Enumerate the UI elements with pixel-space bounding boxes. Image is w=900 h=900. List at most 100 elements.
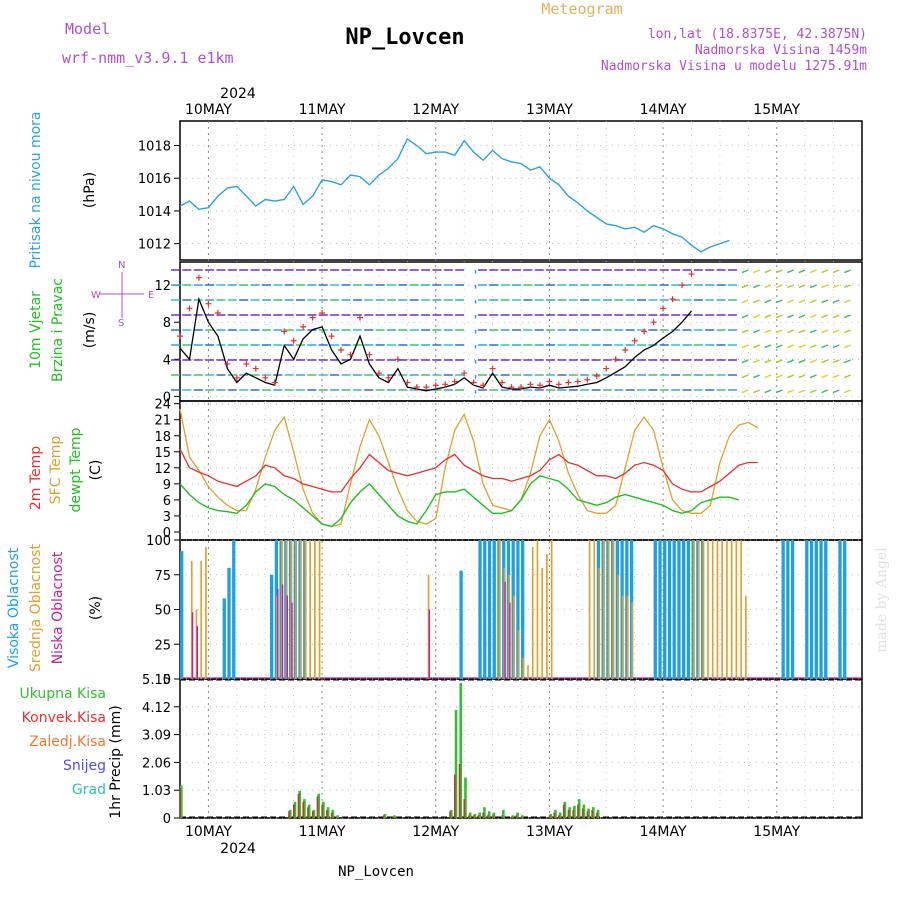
precip-total-bar bbox=[521, 815, 524, 818]
wind-barb bbox=[764, 329, 772, 334]
y-tick-label: 6 bbox=[163, 494, 171, 509]
precip-total-bar bbox=[554, 809, 557, 818]
wind-barb bbox=[832, 269, 840, 274]
y-tick-label: 3 bbox=[163, 510, 171, 525]
gust-marker bbox=[688, 271, 695, 278]
wind-barb bbox=[809, 374, 817, 379]
wind-barb bbox=[753, 284, 760, 289]
cloud-mid-bar bbox=[517, 630, 520, 679]
pressure-frame bbox=[179, 120, 863, 261]
cloud-high-bar bbox=[819, 540, 823, 679]
gust-marker bbox=[233, 374, 240, 381]
gust-marker bbox=[518, 384, 524, 391]
temp-unit: (C) bbox=[88, 460, 104, 481]
precip-total-bar bbox=[303, 799, 306, 818]
precip-total-bar bbox=[464, 777, 467, 818]
day-label-top: 12MAY bbox=[412, 102, 459, 118]
meteogram-label: Meteogram bbox=[541, 0, 622, 18]
precip-total-bar bbox=[288, 809, 292, 818]
compass-s: S bbox=[118, 318, 124, 329]
cloud-high-bar bbox=[222, 598, 226, 679]
wind-unit: (m/s) bbox=[82, 312, 98, 349]
cloud-mid-bar bbox=[314, 540, 316, 679]
cloud-mid-bar bbox=[205, 546, 207, 679]
precip-conv-bar bbox=[392, 816, 395, 818]
cloud-mid-bar bbox=[612, 540, 615, 679]
gust-marker bbox=[281, 328, 288, 335]
gust-marker bbox=[243, 360, 250, 367]
gust-marker bbox=[309, 314, 316, 321]
cloud-mid-bar bbox=[721, 540, 723, 679]
cloud-high-bar bbox=[838, 540, 842, 679]
gust-marker bbox=[432, 382, 439, 389]
model-name: wrf-nmm_v3.9.1 e1km bbox=[62, 49, 234, 67]
precip-total-bar bbox=[180, 785, 183, 818]
gust-marker bbox=[413, 384, 420, 391]
wind-barb bbox=[821, 359, 829, 364]
gust-marker bbox=[214, 309, 221, 316]
cloud-mid-bar bbox=[740, 540, 742, 679]
precip-unit: 1hr Precip (mm) bbox=[108, 705, 124, 818]
cloud-mid-bar bbox=[285, 540, 288, 679]
wind-barb bbox=[809, 344, 817, 349]
wind-barb bbox=[798, 329, 806, 334]
wind-barb bbox=[741, 329, 749, 334]
wind-barb bbox=[787, 299, 795, 304]
gust-marker bbox=[385, 374, 392, 381]
wind-barb bbox=[741, 269, 749, 274]
gust-marker bbox=[603, 365, 610, 372]
wind-barb bbox=[787, 389, 795, 394]
day-label-top: 15MAY bbox=[753, 102, 800, 118]
day-label-bottom: 11MAY bbox=[299, 824, 346, 840]
wind-barb bbox=[809, 299, 817, 304]
precip-frame bbox=[179, 678, 863, 819]
cloud-mid-bar bbox=[503, 567, 506, 679]
cloud-label-2: Srednja Oblacnost bbox=[28, 544, 44, 672]
y-tick-label: 50 bbox=[154, 604, 171, 619]
wind-barb bbox=[753, 344, 760, 349]
cloud-high-bar bbox=[786, 540, 790, 679]
wind-barb bbox=[775, 344, 783, 349]
y-tick-label: 4 bbox=[163, 353, 171, 368]
gust-marker bbox=[480, 382, 487, 389]
y-tick-label: 0 bbox=[163, 526, 171, 541]
cloud-mid-bar bbox=[280, 540, 283, 679]
precip-conv-bar bbox=[577, 804, 579, 818]
cloud-high-bar bbox=[521, 540, 525, 679]
gust-marker bbox=[612, 356, 619, 363]
y-tick-label: 0 bbox=[163, 390, 171, 405]
compass-e: E bbox=[148, 290, 154, 301]
cloud-unit: (%) bbox=[88, 596, 104, 620]
wind-barb bbox=[832, 329, 840, 334]
cloud-mid-bar bbox=[697, 540, 700, 679]
precip-total-bar bbox=[307, 804, 311, 818]
wind-barb bbox=[753, 269, 760, 274]
watermark: made by Angel bbox=[874, 547, 890, 653]
y-tick-label: 5.15 bbox=[142, 673, 171, 688]
y-tick-label: 4.12 bbox=[142, 701, 171, 716]
cloud-mid-bar bbox=[318, 540, 321, 679]
precip-legend-item: Grad bbox=[72, 782, 106, 798]
wind-barb bbox=[753, 389, 760, 394]
precip-total-bar bbox=[317, 793, 320, 818]
y-tick-label: 12 bbox=[154, 462, 171, 477]
cloud-mid-bar bbox=[726, 540, 728, 679]
cloud-mid-bar bbox=[200, 560, 203, 679]
wind-barb bbox=[741, 374, 749, 379]
wind-barb bbox=[832, 374, 840, 379]
cloud-low-bar bbox=[504, 581, 506, 679]
gust-marker bbox=[394, 356, 401, 363]
wind-barb bbox=[741, 389, 749, 394]
wind-barb bbox=[741, 359, 749, 364]
cloud-low-bar bbox=[277, 588, 279, 679]
gust-marker bbox=[252, 365, 259, 372]
cloud-mid-bar bbox=[527, 665, 529, 679]
cloud-high-bar bbox=[232, 540, 236, 679]
cloud-low-bar bbox=[509, 602, 511, 679]
wind-barb bbox=[798, 374, 806, 379]
precip-total-bar bbox=[383, 813, 387, 818]
precip-conv-bar bbox=[292, 804, 295, 818]
year-top: 2024 bbox=[220, 86, 256, 102]
wind-barb bbox=[764, 299, 772, 304]
cloud-low-bar bbox=[428, 609, 431, 679]
